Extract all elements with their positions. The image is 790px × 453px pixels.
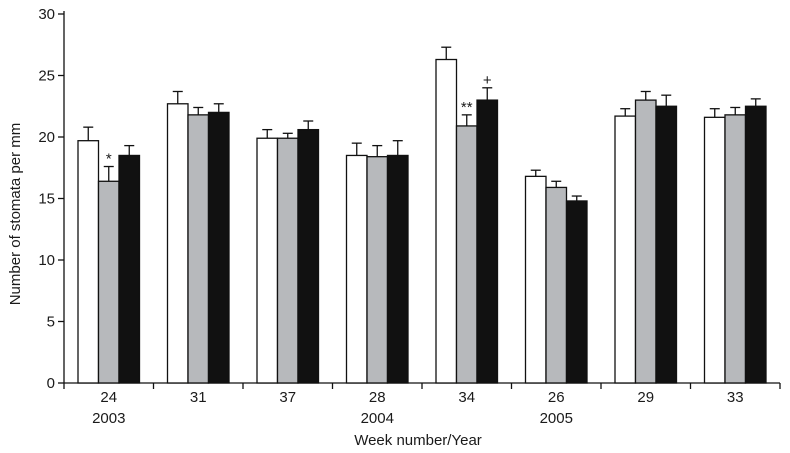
year-label: 2005 bbox=[540, 410, 573, 427]
significance-marker: * bbox=[106, 151, 112, 168]
significance-marker: ** bbox=[461, 99, 473, 116]
bar bbox=[744, 105, 767, 384]
x-tick-label: 37 bbox=[279, 389, 296, 406]
x-tick-label: 28 bbox=[369, 389, 386, 406]
bar bbox=[207, 111, 230, 384]
bar bbox=[345, 154, 368, 384]
y-tick-label: 20 bbox=[38, 129, 55, 146]
y-tick-label: 0 bbox=[47, 375, 55, 392]
bar bbox=[366, 156, 389, 384]
bar bbox=[634, 99, 657, 384]
bar bbox=[476, 99, 499, 384]
significance-marker: + bbox=[483, 72, 492, 89]
bar bbox=[77, 140, 100, 384]
x-tick-label: 29 bbox=[637, 389, 654, 406]
bar bbox=[455, 125, 478, 384]
bar bbox=[435, 58, 458, 384]
year-label: 2004 bbox=[361, 410, 394, 427]
y-tick-label: 15 bbox=[38, 191, 55, 208]
y-tick-label: 30 bbox=[38, 6, 55, 23]
y-tick-label: 10 bbox=[38, 252, 55, 269]
x-tick-label: 26 bbox=[548, 389, 565, 406]
year-label: 2003 bbox=[92, 410, 125, 427]
bar bbox=[724, 114, 747, 384]
bar bbox=[297, 128, 320, 384]
y-tick-label: 25 bbox=[38, 68, 55, 85]
plot-area: 0 5 10 15 20 25 30 24 31 37 28 34 26 29 33 2003 2004 2005… bbox=[38, 6, 781, 427]
bar bbox=[524, 175, 547, 384]
y-axis-label: Number of stomata per mm bbox=[7, 123, 24, 306]
x-tick-label: 31 bbox=[190, 389, 207, 406]
bar bbox=[386, 154, 409, 384]
bar bbox=[118, 154, 141, 384]
bar bbox=[166, 103, 189, 384]
y-tick-label: 5 bbox=[47, 314, 55, 331]
x-tick-label: 24 bbox=[100, 389, 117, 406]
bar bbox=[187, 114, 210, 384]
bar bbox=[97, 180, 120, 384]
bar bbox=[276, 137, 299, 384]
bar bbox=[545, 186, 568, 384]
bar bbox=[256, 137, 279, 384]
bar bbox=[614, 115, 637, 384]
bar bbox=[565, 200, 588, 384]
x-tick-label: 33 bbox=[727, 389, 744, 406]
bar bbox=[703, 116, 726, 384]
x-axis-label: Week number/Year bbox=[354, 432, 482, 449]
x-tick-label: 34 bbox=[458, 389, 475, 406]
bar bbox=[655, 105, 678, 384]
